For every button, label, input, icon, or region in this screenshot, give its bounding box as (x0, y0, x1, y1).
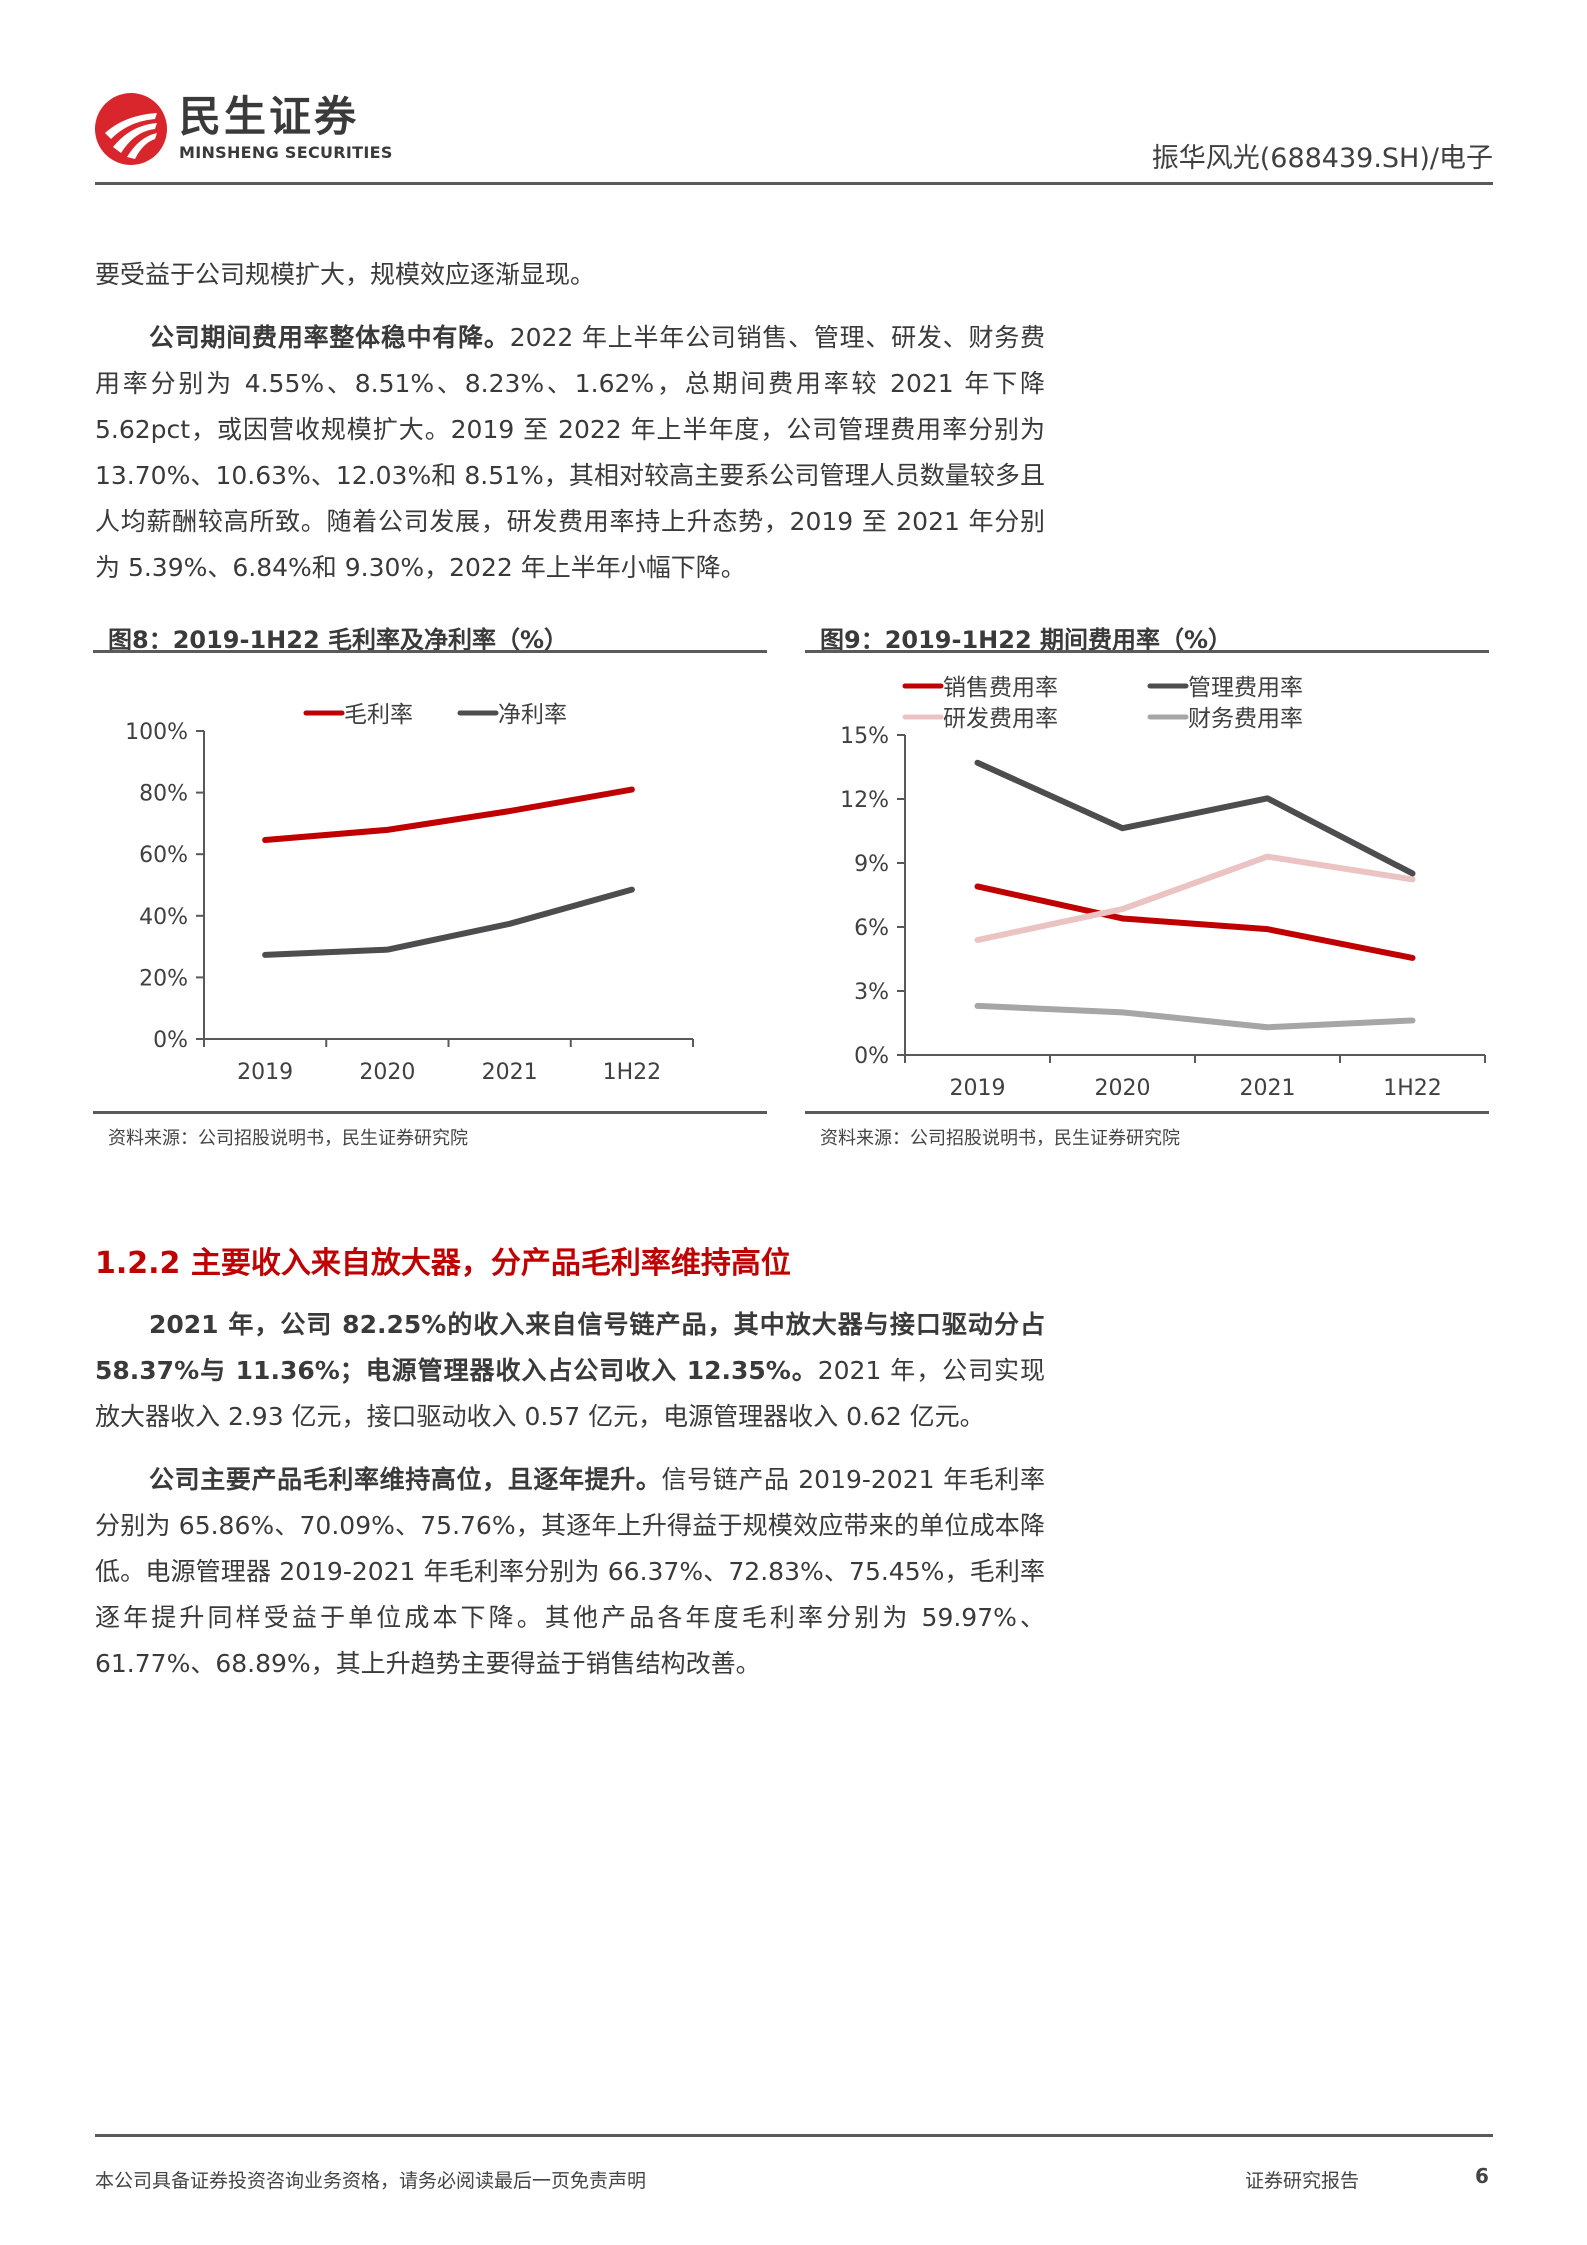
report-reference: 振华风光(688439.SH)/电子 (1151, 143, 1493, 174)
footer-disclaimer: 本公司具备证券投资咨询业务资格，请务必阅读最后一页免责声明 (95, 2170, 647, 2192)
series-line (262, 886, 635, 958)
legend-admin-label: 管理费用率 (1188, 675, 1303, 701)
company-logo: 民生证券 MINSHENG SECURITIES (95, 93, 395, 168)
logo-english-name: MINSHENG SECURITIES (179, 143, 393, 162)
header-divider (95, 182, 1493, 185)
series-line (974, 883, 1416, 961)
figure-8-title: 图8：2019-1H22 毛利率及净利率（%） (108, 626, 569, 654)
y-tick-label: 20% (139, 966, 188, 991)
y-tick-label: 15% (840, 724, 889, 749)
legend-net-margin-label: 净利率 (498, 702, 567, 728)
paragraph-gross-margin: 公司主要产品毛利率维持高位，且逐年提升。信号链产品 2019-2021 年毛利率… (95, 1457, 1045, 1687)
series-line (262, 786, 635, 844)
y-tick-label: 12% (840, 788, 889, 813)
figure-8-title-rule (93, 650, 767, 653)
x-tick-label: 2021 (482, 1060, 538, 1085)
paragraph-lead: 公司期间费用率整体稳中有降。 (149, 323, 510, 352)
series-line (974, 1002, 1416, 1031)
paragraph-lead: 2021 年，公司 82.25%的收入来自信号链产品，其中放大器与接口驱动分占 … (95, 1310, 1045, 1385)
x-tick-label: 2019 (950, 1076, 1006, 1095)
footer-divider (95, 2134, 1493, 2137)
logo-emblem-icon (95, 93, 167, 165)
x-tick-label: 2021 (1240, 1076, 1296, 1095)
legend-rnd-label: 研发费用率 (943, 706, 1058, 732)
paragraph-body: 2022 年上半年公司销售、管理、研发、财务费用率分别为 4.55%、8.51%… (95, 323, 1045, 582)
section-heading: 1.2.2 主要收入来自放大器，分产品毛利率维持高位 (95, 1246, 791, 1281)
figure-9-chart: 销售费用率 管理费用率 研发费用率 财务费用率 0% 3% 6% 9% 12% 15% 20… (840, 675, 1486, 1095)
y-tick-label: 100% (125, 720, 188, 745)
figure-9-bottom-rule (805, 1111, 1489, 1114)
paragraph-lead: 公司主要产品毛利率维持高位，且逐年提升。 (149, 1465, 662, 1494)
legend-sales-label: 销售费用率 (943, 675, 1058, 701)
legend-gross-margin-label: 毛利率 (344, 702, 413, 728)
series-line (974, 759, 1416, 877)
y-tick-label: 0% (854, 1044, 889, 1069)
figure-8-source: 资料来源：公司招股说明书，民生证券研究院 (108, 1128, 468, 1149)
y-tick-label: 6% (854, 916, 889, 941)
y-tick-label: 60% (139, 843, 188, 868)
figure-8-bottom-rule (93, 1111, 767, 1114)
figure-9-title: 图9：2019-1H22 期间费用率（%） (820, 626, 1233, 654)
y-tick-label: 40% (139, 905, 188, 930)
footer-doc-type: 证券研究报告 (1245, 2170, 1360, 2192)
series-line (974, 853, 1416, 944)
x-tick-label: 2020 (1095, 1076, 1151, 1095)
y-tick-label: 80% (139, 782, 188, 807)
figure-9-title-rule (805, 650, 1489, 653)
paragraph-body: 2021 年，公司实现放大器收入 2.93 亿元，接口驱动收入 0.57 亿元，… (95, 1356, 1045, 1431)
x-tick-label: 1H22 (603, 1060, 662, 1085)
x-tick-label: 2020 (359, 1060, 415, 1085)
x-tick-label: 1H22 (1383, 1076, 1442, 1095)
x-tick-label: 2019 (237, 1060, 293, 1085)
paragraph-continuation: 要受益于公司规模扩大，规模效应逐渐显现。 (95, 260, 596, 289)
y-tick-label: 0% (153, 1028, 188, 1053)
logo-chinese-name: 民生证券 (179, 92, 360, 141)
page-number: 6 (1475, 2164, 1489, 2188)
paragraph-body: 信号链产品 2019-2021 年毛利率分别为 65.86%、70.09%、75… (95, 1465, 1045, 1678)
y-tick-label: 3% (854, 980, 889, 1005)
figure-8-chart: 毛利率 净利率 0% 20% 40% 60% 80% 100% 2019 2020 2021 1H… (125, 702, 694, 1085)
figure-9-source: 资料来源：公司招股说明书，民生证券研究院 (820, 1128, 1180, 1149)
paragraph-expense-ratio: 公司期间费用率整体稳中有降。2022 年上半年公司销售、管理、研发、财务费用率分… (95, 315, 1045, 591)
legend-finance-label: 财务费用率 (1188, 706, 1303, 732)
paragraph-revenue-mix: 2021 年，公司 82.25%的收入来自信号链产品，其中放大器与接口驱动分占 … (95, 1302, 1045, 1440)
y-tick-label: 9% (854, 852, 889, 877)
